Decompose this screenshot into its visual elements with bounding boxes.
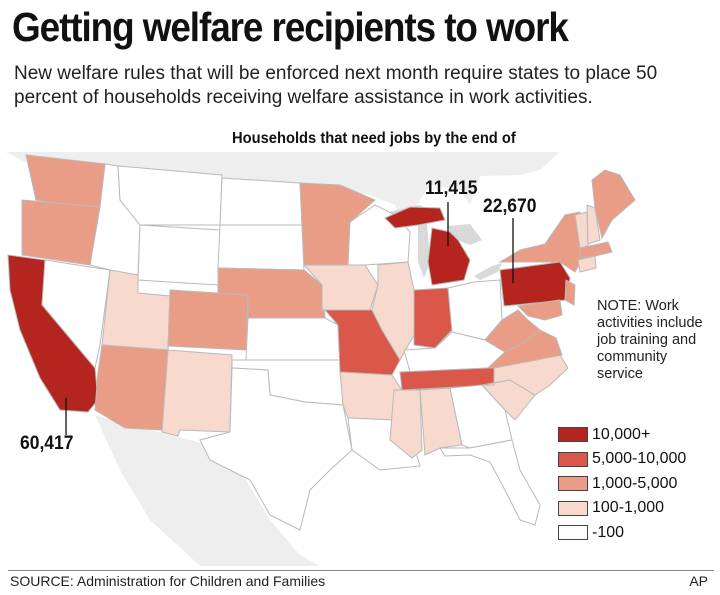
state-arizona [94, 344, 169, 431]
state-mississippi [389, 389, 423, 459]
legend-swatch [558, 427, 588, 442]
state-new-hampshire [586, 204, 601, 245]
state-maine [591, 169, 636, 240]
state-indiana [413, 287, 453, 349]
state-alabama [419, 387, 463, 456]
state-new-york [498, 211, 586, 273]
state-kansas [245, 317, 341, 361]
great-lakes [418, 222, 430, 278]
map-note: NOTE: Work activities include job traini… [597, 298, 703, 382]
state-south-dakota [217, 224, 305, 271]
footer-divider [8, 570, 714, 571]
state-new-mexico [161, 349, 233, 437]
state-pennsylvania [499, 261, 571, 307]
legend-item: 1,000-5,000 [558, 472, 718, 495]
agency-credit: AP [689, 573, 708, 589]
legend: 10,000+ 5,000-10,000 1,000-5,000 100-1,0… [558, 423, 718, 546]
state-oregon [21, 199, 101, 266]
state-nevada [41, 259, 111, 370]
state-vermont [574, 211, 589, 249]
page-title: Getting welfare recipients to work [12, 4, 569, 50]
state-michigan-upper [384, 206, 446, 229]
legend-label: 1,000-5,000 [592, 474, 678, 492]
callout-michigan: 11,415 [425, 178, 478, 199]
legend-swatch [558, 500, 588, 516]
state-west-virginia [484, 309, 541, 353]
state-texas [199, 367, 353, 531]
state-maryland [516, 299, 563, 321]
state-massachusetts [579, 241, 613, 259]
state-michigan [427, 227, 471, 286]
state-illinois [371, 261, 415, 361]
legend-swatch [558, 451, 588, 467]
great-lakes [474, 263, 502, 280]
legend-label: 10,000+ [592, 425, 651, 443]
legend-item: 10,000+ [558, 423, 718, 446]
state-colorado [167, 289, 249, 351]
state-north-dakota [219, 177, 303, 226]
legend-swatch [558, 476, 588, 491]
state-wyoming [137, 224, 221, 286]
subtitle: New welfare rules that will be enforced … [14, 63, 658, 108]
legend-label: -100 [592, 523, 625, 541]
us-map [6, 152, 636, 566]
callout-california: 60,417 [20, 433, 74, 454]
legend-swatch [558, 525, 588, 540]
state-connecticut [577, 255, 597, 273]
legend-item: 100-1,000 [558, 497, 718, 520]
state-montana [117, 165, 223, 226]
state-north-carolina [481, 354, 569, 396]
legend-label: 5,000-10,000 [592, 450, 687, 467]
legend-item: -100 [558, 521, 718, 544]
legend-label: 100-1,000 [592, 499, 665, 516]
source-credit: SOURCE: Administration for Children and … [10, 573, 326, 589]
legend-item: 5,000-10,000 [558, 448, 718, 471]
state-washington [25, 154, 106, 208]
state-utah [101, 269, 171, 351]
state-florida [439, 439, 541, 526]
state-new-jersey [564, 279, 576, 306]
background-mexico [95, 415, 320, 566]
callout-pennsylvania: 22,670 [483, 196, 537, 217]
